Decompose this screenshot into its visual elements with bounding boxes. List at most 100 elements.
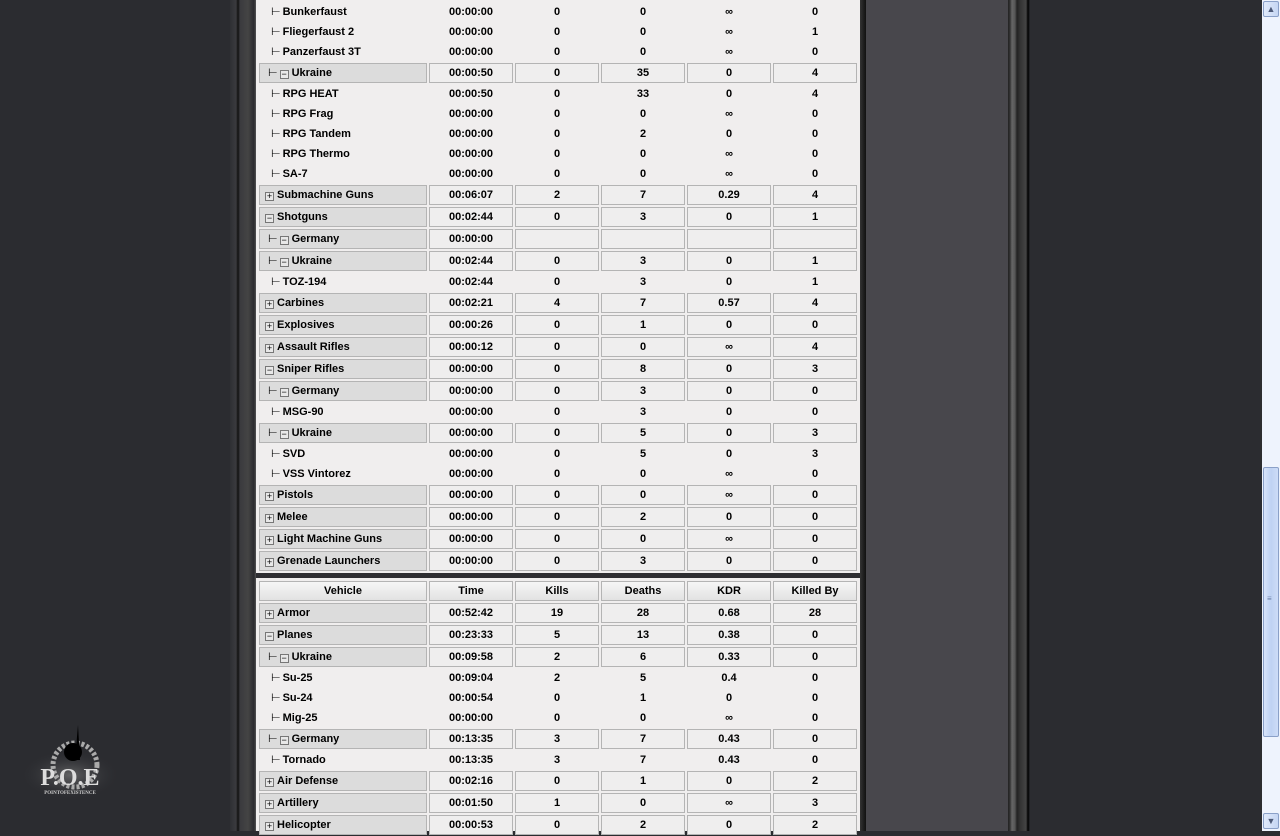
group-row[interactable]: + Explosives 00:00:26 0 1 0 0 <box>259 314 857 336</box>
kills-cell: 0 <box>515 771 599 791</box>
expand-icon[interactable]: + <box>265 343 274 353</box>
kills-cell: 0 <box>515 251 599 271</box>
expand-icon[interactable]: + <box>265 299 274 309</box>
collapse-icon[interactable]: − <box>279 653 289 663</box>
expand-icon[interactable]: + <box>265 321 274 331</box>
group-row[interactable]: + Melee 00:00:00 0 2 0 0 <box>259 506 857 528</box>
killed-by-cell: 0 <box>811 406 819 418</box>
time-cell: 00:02:21 <box>429 293 513 313</box>
name-cell: ⊢ VSS Vintorez <box>259 464 427 484</box>
collapse-icon[interactable]: − <box>279 69 289 79</box>
killed-by-cell: 0 <box>773 625 857 645</box>
svg-text:POINTOFEXISTENCE: POINTOFEXISTENCE <box>44 791 96 796</box>
name-cell: ⊢ Tornado <box>259 750 427 770</box>
name-cell: ⊢ − Ukraine <box>259 647 427 667</box>
tree-branch-icon: ⊢ <box>271 276 281 288</box>
deaths-cell: 0 <box>601 793 685 813</box>
deaths-cell: 5 <box>639 672 647 684</box>
column-header[interactable]: Killed By <box>773 581 857 601</box>
killed-by-cell: 0 <box>811 692 819 704</box>
group-row[interactable]: − Shotguns 00:02:44 0 3 0 1 <box>259 206 857 228</box>
row-label: Grenade Launchers <box>277 555 381 567</box>
kdr-cell: ∞ <box>687 485 771 505</box>
column-header[interactable]: KDR <box>687 581 771 601</box>
group-row[interactable]: ⊢ − Germany 00:00:00 <box>259 228 857 250</box>
killed-by-cell: 0 <box>811 148 819 160</box>
kills-cell: 0 <box>553 128 561 140</box>
kdr-cell: 0 <box>687 315 771 335</box>
column-header[interactable]: Kills <box>515 581 599 601</box>
group-row[interactable]: ⊢ − Germany 00:00:00 0 3 0 0 <box>259 380 857 402</box>
group-row[interactable]: + Artillery 00:01:50 1 0 ∞ 3 <box>259 792 857 814</box>
scroll-down-button[interactable]: ▼ <box>1263 813 1279 829</box>
kdr-cell: 0 <box>687 251 771 271</box>
column-header[interactable]: Vehicle <box>259 581 427 601</box>
group-row[interactable]: + Helicopter 00:00:53 0 2 0 2 <box>259 814 857 836</box>
collapse-icon[interactable]: − <box>265 365 274 375</box>
collapse-icon[interactable]: − <box>279 387 289 397</box>
killed-by-cell: 4 <box>773 293 857 313</box>
row-label: Su-24 <box>282 692 313 704</box>
group-row[interactable]: + Grenade Launchers 00:00:00 0 3 0 0 <box>259 550 857 572</box>
column-header[interactable]: Deaths <box>601 581 685 601</box>
group-row[interactable]: + Armor 00:52:42 19 28 0.68 28 <box>259 602 857 624</box>
expand-icon[interactable]: + <box>265 609 274 619</box>
group-row[interactable]: + Submachine Guns 00:06:07 2 7 0.29 4 <box>259 184 857 206</box>
collapse-icon[interactable]: − <box>279 735 289 745</box>
group-row[interactable]: ⊢ − Ukraine 00:09:58 2 6 0.33 0 <box>259 646 857 668</box>
expand-icon[interactable]: + <box>265 513 274 523</box>
group-row[interactable]: + Pistols 00:00:00 0 0 ∞ 0 <box>259 484 857 506</box>
row-label: VSS Vintorez <box>282 468 351 480</box>
expand-icon[interactable]: + <box>265 799 274 809</box>
scroll-up-button[interactable]: ▲ <box>1263 1 1279 17</box>
tree-branch-icon: ⊢ <box>271 672 281 684</box>
group-row[interactable]: ⊢ − Ukraine 00:00:50 0 35 0 4 <box>259 62 857 84</box>
kills-cell: 0 <box>515 423 599 443</box>
time-cell: 00:02:16 <box>429 771 513 791</box>
time-cell: 00:01:50 <box>429 793 513 813</box>
expand-icon[interactable]: + <box>265 491 274 501</box>
group-row[interactable]: − Planes 00:23:33 5 13 0.38 0 <box>259 624 857 646</box>
kdr-cell: ∞ <box>725 168 733 180</box>
collapse-icon[interactable]: − <box>265 213 274 223</box>
kdr-cell: 0.68 <box>687 603 771 623</box>
side-strip <box>866 0 1008 831</box>
group-row[interactable]: + Air Defense 00:02:16 0 1 0 2 <box>259 770 857 792</box>
group-row[interactable]: + Carbines 00:02:21 4 7 0.57 4 <box>259 292 857 314</box>
group-row[interactable]: ⊢ − Ukraine 00:00:00 0 5 0 3 <box>259 422 857 444</box>
expand-icon[interactable]: + <box>265 557 274 567</box>
group-row[interactable]: + Light Machine Guns 00:00:00 0 0 ∞ 0 <box>259 528 857 550</box>
column-header[interactable]: Time <box>429 581 513 601</box>
time-cell: 00:00:00 <box>448 128 494 140</box>
group-row[interactable]: − Sniper Rifles 00:00:00 0 8 0 3 <box>259 358 857 380</box>
grip-icon: ≡ <box>1267 594 1272 603</box>
tree-branch-icon: ⊢ <box>271 46 281 58</box>
group-row[interactable]: ⊢ − Germany 00:13:35 3 7 0.43 0 <box>259 728 857 750</box>
row-label: MSG-90 <box>282 406 324 418</box>
expand-icon[interactable]: + <box>265 191 274 201</box>
collapse-icon[interactable]: − <box>265 631 274 641</box>
time-cell: 00:00:00 <box>429 381 513 401</box>
kills-cell: 0 <box>553 692 561 704</box>
row-label: Carbines <box>277 297 325 309</box>
collapse-icon[interactable]: − <box>279 429 289 439</box>
kills-cell: 19 <box>515 603 599 623</box>
kills-cell: 0 <box>515 337 599 357</box>
scroll-thumb[interactable]: ≡ <box>1263 467 1279 737</box>
name-cell: ⊢ Su-25 <box>259 668 427 688</box>
expand-icon[interactable]: + <box>265 821 274 831</box>
vertical-scrollbar[interactable]: ▲ ≡ ▼ <box>1262 0 1280 831</box>
tree-branch-icon: ⊢ <box>271 26 281 38</box>
killed-by-cell: 28 <box>773 603 857 623</box>
killed-by-cell: 0 <box>811 672 819 684</box>
group-row[interactable]: + Assault Rifles 00:00:12 0 0 ∞ 4 <box>259 336 857 358</box>
row-label: Artillery <box>277 797 319 809</box>
collapse-icon[interactable]: − <box>279 235 289 245</box>
time-cell: 00:00:53 <box>429 815 513 835</box>
kills-cell: 0 <box>515 315 599 335</box>
table-row: ⊢ Su-25 00:09:04 2 5 0.4 0 <box>259 668 857 688</box>
expand-icon[interactable]: + <box>265 535 274 545</box>
expand-icon[interactable]: + <box>265 777 274 787</box>
collapse-icon[interactable]: − <box>279 257 289 267</box>
group-row[interactable]: ⊢ − Ukraine 00:02:44 0 3 0 1 <box>259 250 857 272</box>
